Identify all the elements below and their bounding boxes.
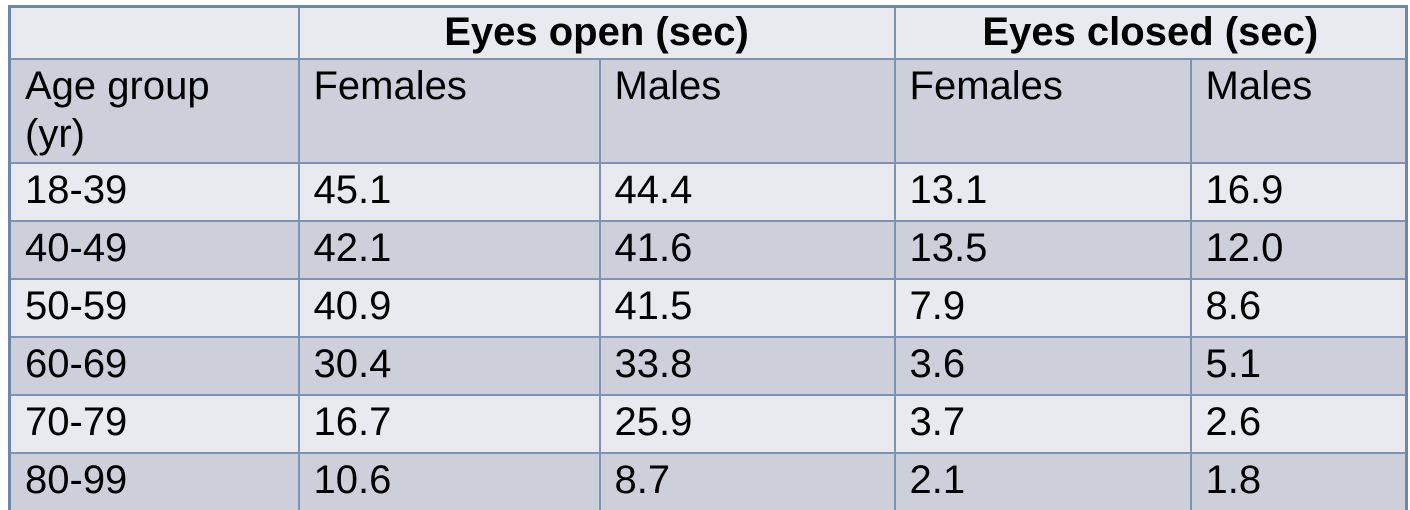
table-row: 60-69 30.4 33.8 3.6 5.1 (8, 336, 1408, 396)
balance-times-table: Eyes open (sec) Eyes closed (sec) Age gr… (8, 5, 1409, 510)
value-cell: 16.7 (297, 394, 601, 454)
value-cell: 13.1 (893, 162, 1192, 222)
table-row: 18-39 45.1 44.4 13.1 16.9 (8, 162, 1408, 222)
corner-cell (8, 5, 300, 60)
column-header-open-males: Males (598, 58, 896, 164)
value-cell: 40.9 (297, 278, 601, 338)
value-cell: 25.9 (598, 394, 896, 454)
value-cell: 3.6 (893, 336, 1192, 396)
column-header-closed-females: Females (893, 58, 1192, 164)
value-cell: 2.1 (893, 452, 1192, 510)
value-cell: 13.5 (893, 220, 1192, 280)
value-cell: 33.8 (598, 336, 896, 396)
value-cell: 45.1 (297, 162, 601, 222)
age-group-cell: 18-39 (8, 162, 300, 222)
value-cell: 1.8 (1189, 452, 1408, 510)
value-cell: 7.9 (893, 278, 1192, 338)
value-cell: 41.5 (598, 278, 896, 338)
age-group-cell: 60-69 (8, 336, 300, 396)
column-header-row: Age group (yr) Females Males Females Mal… (8, 58, 1408, 164)
age-group-cell: 50-59 (8, 278, 300, 338)
value-cell: 41.6 (598, 220, 896, 280)
value-cell: 30.4 (297, 336, 601, 396)
group-header-row: Eyes open (sec) Eyes closed (sec) (8, 5, 1408, 60)
age-group-cell: 70-79 (8, 394, 300, 454)
group-header-eyes-closed: Eyes closed (sec) (893, 5, 1408, 60)
value-cell: 10.6 (297, 452, 601, 510)
value-cell: 16.9 (1189, 162, 1408, 222)
value-cell: 2.6 (1189, 394, 1408, 454)
table-row: 70-79 16.7 25.9 3.7 2.6 (8, 394, 1408, 454)
column-header-age-group: Age group (yr) (8, 58, 300, 164)
value-cell: 12.0 (1189, 220, 1408, 280)
age-group-cell: 40-49 (8, 220, 300, 280)
value-cell: 44.4 (598, 162, 896, 222)
table-row: 80-99 10.6 8.7 2.1 1.8 (8, 452, 1408, 510)
table-row: 50-59 40.9 41.5 7.9 8.6 (8, 278, 1408, 338)
value-cell: 42.1 (297, 220, 601, 280)
column-header-open-females: Females (297, 58, 601, 164)
value-cell: 8.6 (1189, 278, 1408, 338)
column-header-closed-males: Males (1189, 58, 1408, 164)
value-cell: 3.7 (893, 394, 1192, 454)
group-header-eyes-open: Eyes open (sec) (297, 5, 896, 60)
table-row: 40-49 42.1 41.6 13.5 12.0 (8, 220, 1408, 280)
age-group-cell: 80-99 (8, 452, 300, 510)
value-cell: 8.7 (598, 452, 896, 510)
value-cell: 5.1 (1189, 336, 1408, 396)
